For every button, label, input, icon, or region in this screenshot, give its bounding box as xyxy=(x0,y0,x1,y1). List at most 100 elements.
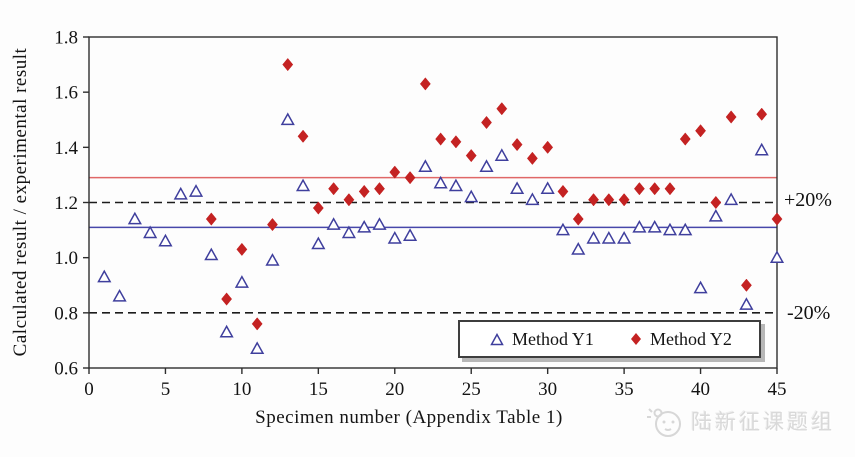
legend-label-method-y2: Method Y2 xyxy=(650,328,732,349)
data-point-y1 xyxy=(647,219,662,233)
data-point-y1 xyxy=(280,112,295,126)
data-point-y1 xyxy=(295,178,311,192)
data-point-y2 xyxy=(251,317,263,331)
data-point-y2 xyxy=(526,151,538,165)
data-point-y1 xyxy=(586,231,601,244)
legend-diamond-icon xyxy=(631,333,641,345)
data-point-y1 xyxy=(724,192,739,206)
data-point-y1 xyxy=(448,178,464,192)
data-point-y2 xyxy=(312,201,324,215)
legend-box: Method Y1 Method Y2 xyxy=(458,320,761,358)
data-point-y1 xyxy=(158,233,173,247)
x-tick-label: 5 xyxy=(161,379,171,400)
data-point-y1 xyxy=(464,189,479,203)
watermark-logo-icon xyxy=(647,408,681,437)
data-point-y1 xyxy=(571,242,586,255)
data-point-y2 xyxy=(633,182,645,196)
data-point-y2 xyxy=(328,182,340,196)
data-point-y1 xyxy=(341,225,356,239)
data-point-y2 xyxy=(603,193,615,207)
data-point-y2 xyxy=(542,140,554,154)
data-point-y1 xyxy=(494,148,509,161)
data-point-y1 xyxy=(311,236,326,250)
y-tick-label: 1.0 xyxy=(54,248,78,269)
data-point-y2 xyxy=(419,77,431,91)
data-point-y1 xyxy=(678,222,693,236)
data-point-y1 xyxy=(402,228,418,241)
data-point-y2 xyxy=(679,132,691,146)
x-tick-label: 45 xyxy=(768,379,787,400)
data-point-y2 xyxy=(450,135,462,149)
data-point-y2 xyxy=(297,129,309,143)
data-point-y1 xyxy=(188,184,204,197)
data-point-y2 xyxy=(389,165,401,179)
legend-label-method-y1: Method Y1 xyxy=(512,328,594,349)
data-point-y1 xyxy=(387,231,402,244)
data-point-y1 xyxy=(708,208,723,222)
watermark: 陆新征课题组 xyxy=(646,401,835,441)
data-point-y2 xyxy=(756,107,768,121)
data-point-y1 xyxy=(510,181,525,195)
data-point-y2 xyxy=(404,171,416,185)
data-point-y2 xyxy=(282,57,294,72)
data-point-y1 xyxy=(357,219,372,233)
data-point-y1 xyxy=(250,341,265,355)
data-point-y1 xyxy=(754,142,769,156)
x-tick-label: 30 xyxy=(538,379,557,400)
data-point-y1 xyxy=(632,219,647,233)
data-point-y1 xyxy=(769,250,785,264)
data-point-y1 xyxy=(97,269,112,283)
y-tick-label: 0.8 xyxy=(54,303,78,324)
y-axis-title: Calculated result / experimental result xyxy=(10,47,31,357)
data-point-y1 xyxy=(418,159,433,172)
data-point-y1 xyxy=(204,247,219,261)
data-point-y2 xyxy=(511,137,523,152)
data-point-y1 xyxy=(143,225,158,239)
data-point-y1 xyxy=(662,222,678,236)
x-tick-label: 25 xyxy=(462,379,481,400)
data-point-y2 xyxy=(236,242,248,256)
x-tick-label: 40 xyxy=(691,379,710,400)
data-point-y1 xyxy=(219,324,234,338)
data-point-y2 xyxy=(496,102,508,116)
y-tick-label: 1.8 xyxy=(54,28,78,49)
legend-entry-method-y1: Method Y1 xyxy=(490,322,594,356)
data-point-y2 xyxy=(343,193,355,207)
plus-20-percent-label: +20% xyxy=(784,189,832,211)
legend-entry-method-y2: Method Y2 xyxy=(630,322,732,356)
x-axis-title: Specimen number (Appendix Table 1) xyxy=(255,407,563,428)
y-tick-label: 1.2 xyxy=(54,193,78,214)
x-tick-label: 35 xyxy=(615,379,634,400)
data-point-y2 xyxy=(465,149,477,163)
data-point-y2 xyxy=(435,132,447,146)
data-point-y1 xyxy=(617,231,632,244)
data-point-y2 xyxy=(695,124,706,138)
data-point-y2 xyxy=(649,182,661,196)
data-point-y1 xyxy=(433,175,448,189)
data-point-y2 xyxy=(221,292,233,306)
data-point-y2 xyxy=(740,278,752,292)
data-point-y1 xyxy=(173,186,188,200)
y-tick-label: 1.4 xyxy=(54,138,78,159)
data-point-y2 xyxy=(618,193,630,207)
data-point-y1 xyxy=(112,288,127,302)
x-tick-label: 10 xyxy=(232,379,251,400)
data-point-y1 xyxy=(479,159,494,172)
data-point-y2 xyxy=(267,217,278,232)
x-tick-label: 0 xyxy=(84,379,94,400)
data-point-y2 xyxy=(374,182,385,196)
data-point-y2 xyxy=(572,212,584,226)
data-point-y1 xyxy=(127,211,142,225)
data-point-y1 xyxy=(234,275,249,288)
data-point-y2 xyxy=(557,184,569,199)
watermark-text: 陆新征课题组 xyxy=(691,411,835,434)
data-point-y1 xyxy=(326,217,341,230)
data-point-y2 xyxy=(588,193,599,207)
data-point-y1 xyxy=(540,181,555,195)
y-tick-label: 0.6 xyxy=(54,359,78,380)
x-tick-label: 20 xyxy=(385,379,404,400)
x-tick-label: 15 xyxy=(309,379,328,400)
data-point-y2 xyxy=(358,184,370,199)
